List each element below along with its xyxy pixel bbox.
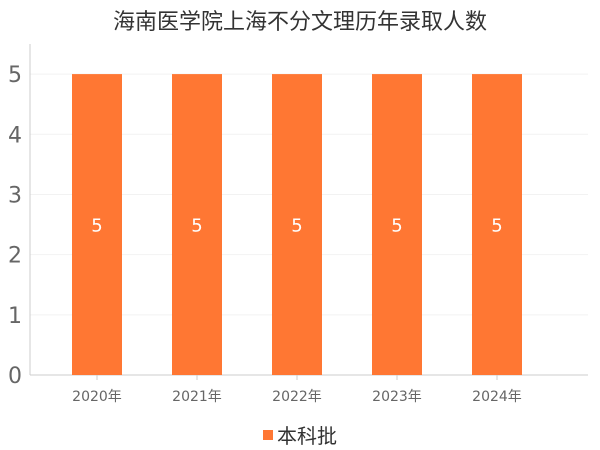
bar [472,74,522,375]
data-label: 5 [491,216,502,237]
legend-label: 本科批 [277,424,337,448]
x-tick-label: 2024年 [472,389,522,405]
y-tick-label: 1 [8,304,22,329]
y-tick-labels: 0 1 2 3 4 5 [8,63,22,389]
y-tick-label: 3 [8,183,22,208]
bar [172,74,222,375]
y-tick-label: 4 [8,123,22,148]
x-tick-label: 2020年 [72,389,122,405]
bar [72,74,122,375]
legend: 本科批 [0,420,600,449]
x-tick-labels: 2020年 2021年 2022年 2023年 2024年 [72,389,522,405]
data-label: 5 [91,216,102,237]
data-labels: 5 5 5 5 5 [91,216,502,237]
data-label: 5 [291,216,302,237]
x-tick-label: 2023年 [372,389,422,405]
data-label: 5 [191,216,202,237]
bar [372,74,422,375]
y-tick-label: 0 [8,364,22,389]
bars [72,74,522,375]
x-tick-label: 2021年 [172,389,222,405]
data-label: 5 [391,216,402,237]
x-tick-label: 2022年 [272,389,322,405]
bar [272,74,322,375]
legend-swatch [263,429,273,440]
chart-title: 海南医学院上海不分文理历年录取人数 [112,10,487,35]
y-tick-label: 2 [8,244,22,269]
y-tick-label: 5 [8,63,22,88]
